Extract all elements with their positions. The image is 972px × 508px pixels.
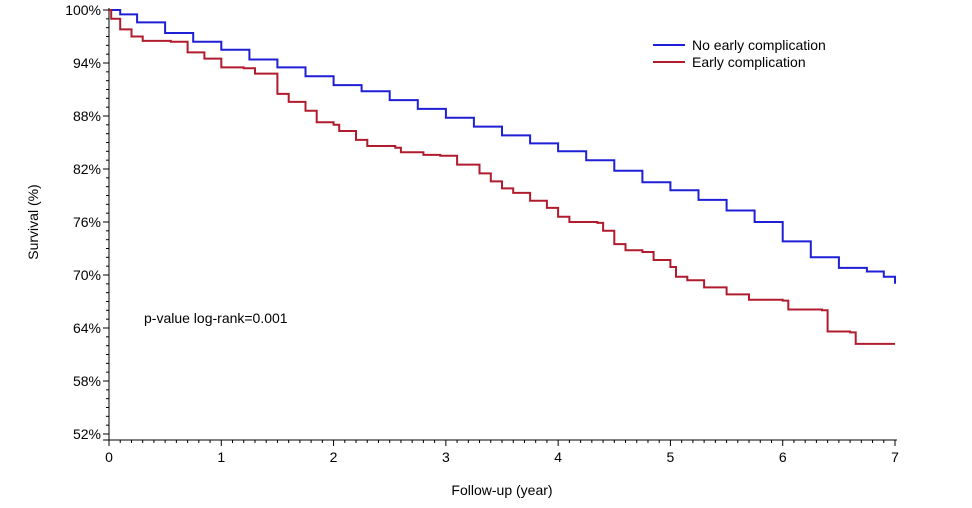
- series-line-no-early-complication: [109, 9, 896, 284]
- y-tick-label: 82%: [73, 161, 101, 177]
- x-tick-label: 7: [891, 449, 899, 465]
- x-axis-title: Follow-up (year): [451, 482, 552, 498]
- y-tick-label: 94%: [73, 55, 101, 71]
- y-tick-label: 88%: [73, 108, 101, 124]
- plot-frame: [103, 8, 897, 441]
- x-tick-label: 4: [554, 449, 562, 465]
- x-tick-label: 2: [330, 449, 338, 465]
- y-tick-label: 52%: [73, 426, 101, 442]
- legend-label: Early complication: [692, 54, 806, 70]
- p-value-annotation: p-value log-rank=0.001: [144, 310, 288, 326]
- x-axis-ticks: 0 1 2 3 4 5 6 7: [105, 440, 899, 465]
- series-layer: [109, 9, 896, 345]
- y-axis-ticks: 52% 58% 64% 70% 76% 82% 88% 94% 100%: [65, 2, 109, 442]
- y-tick-label: 70%: [73, 267, 101, 283]
- x-tick-label: 3: [442, 449, 450, 465]
- x-tick-label: 0: [105, 449, 113, 465]
- y-tick-label: 64%: [73, 320, 101, 336]
- y-tick-label: 100%: [65, 2, 101, 18]
- x-tick-label: 1: [217, 449, 225, 465]
- series-line-early-complication: [109, 9, 895, 345]
- x-tick-label: 5: [667, 449, 675, 465]
- x-tick-label: 6: [779, 449, 787, 465]
- y-tick-label: 58%: [73, 373, 101, 389]
- y-tick-label: 76%: [73, 214, 101, 230]
- y-axis-title: Survival (%): [25, 184, 41, 259]
- legend-label: No early complication: [692, 37, 826, 53]
